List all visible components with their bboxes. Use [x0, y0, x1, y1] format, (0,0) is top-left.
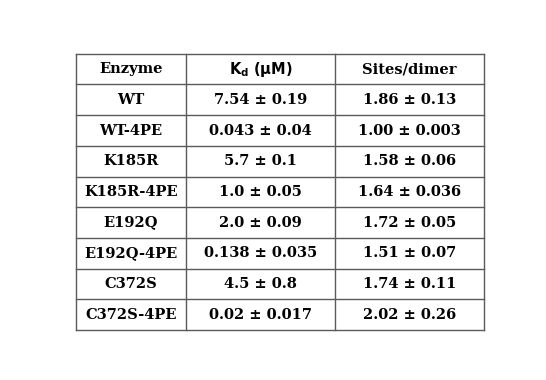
- Text: 5.7 ± 0.1: 5.7 ± 0.1: [224, 154, 297, 168]
- Text: 1.00 ± 0.003: 1.00 ± 0.003: [358, 124, 461, 138]
- Text: 4.5 ± 0.8: 4.5 ± 0.8: [224, 277, 297, 291]
- Text: 1.86 ± 0.13: 1.86 ± 0.13: [363, 93, 456, 107]
- Text: 1.74 ± 0.11: 1.74 ± 0.11: [363, 277, 456, 291]
- Text: WT-4PE: WT-4PE: [99, 124, 163, 138]
- Text: 2.0 ± 0.09: 2.0 ± 0.09: [219, 215, 302, 230]
- Text: K185R-4PE: K185R-4PE: [84, 185, 178, 199]
- Text: 7.54 ± 0.19: 7.54 ± 0.19: [214, 93, 307, 107]
- Text: 1.58 ± 0.06: 1.58 ± 0.06: [363, 154, 456, 168]
- Text: E192Q-4PE: E192Q-4PE: [84, 246, 177, 260]
- Text: $\mathbf{K_d}\ \mathbf{(\mu M)}$: $\mathbf{K_d}\ \mathbf{(\mu M)}$: [229, 60, 292, 79]
- Text: 0.02 ± 0.017: 0.02 ± 0.017: [209, 308, 312, 321]
- Text: Sites/dimer: Sites/dimer: [362, 62, 456, 76]
- Text: 1.64 ± 0.036: 1.64 ± 0.036: [358, 185, 461, 199]
- Text: 0.138 ± 0.035: 0.138 ± 0.035: [204, 246, 317, 260]
- Text: C372S-4PE: C372S-4PE: [85, 308, 177, 321]
- Text: 1.72 ± 0.05: 1.72 ± 0.05: [363, 215, 456, 230]
- Text: 1.51 ± 0.07: 1.51 ± 0.07: [363, 246, 456, 260]
- Text: WT: WT: [117, 93, 145, 107]
- Text: K185R: K185R: [103, 154, 159, 168]
- Text: 0.043 ± 0.04: 0.043 ± 0.04: [209, 124, 312, 138]
- Text: C372S: C372S: [105, 277, 157, 291]
- Text: 2.02 ± 0.26: 2.02 ± 0.26: [363, 308, 456, 321]
- Text: Enzyme: Enzyme: [99, 62, 163, 76]
- Text: E192Q: E192Q: [104, 215, 158, 230]
- Text: 1.0 ± 0.05: 1.0 ± 0.05: [219, 185, 302, 199]
